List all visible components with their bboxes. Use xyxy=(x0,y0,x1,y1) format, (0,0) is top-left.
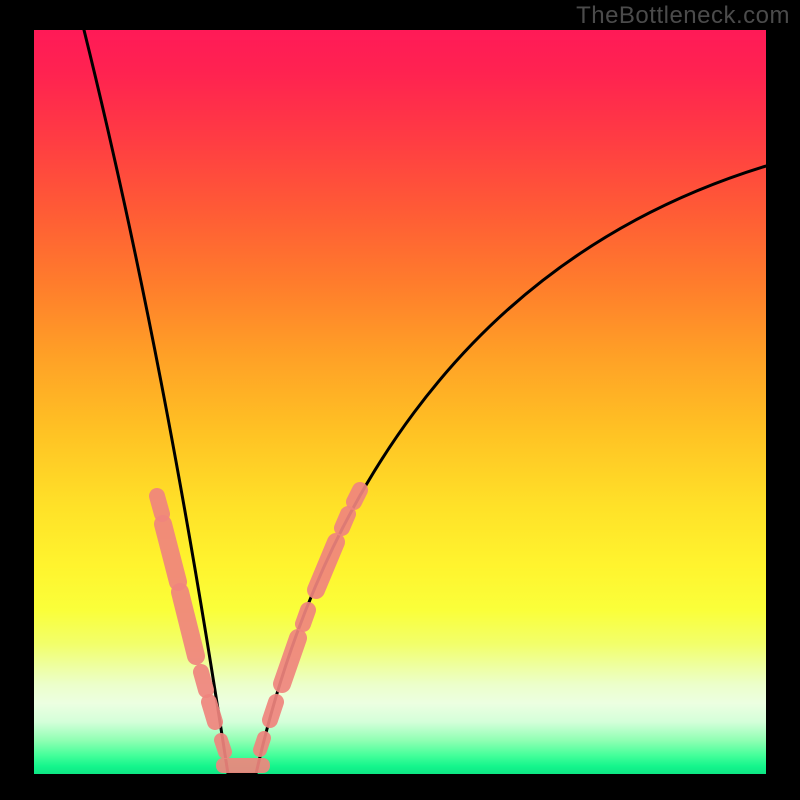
figure-root: TheBottleneck.com xyxy=(0,0,800,800)
watermark-text: TheBottleneck.com xyxy=(576,2,790,30)
marker-capsule xyxy=(180,592,196,656)
marker-capsule xyxy=(270,702,276,720)
marker-capsule xyxy=(354,490,360,502)
marker-capsule xyxy=(282,638,298,684)
marker-capsule xyxy=(157,496,162,514)
marker-capsule xyxy=(221,740,225,752)
marker-bottom-lozenge xyxy=(216,758,270,773)
marker-capsule xyxy=(163,524,178,582)
marker-capsule xyxy=(303,610,308,624)
marker-capsule xyxy=(316,542,336,590)
marker-capsule xyxy=(201,672,206,690)
curve-layer xyxy=(34,30,766,774)
marker-capsule xyxy=(342,514,348,528)
plot-area xyxy=(34,30,766,774)
bottleneck-curve xyxy=(84,30,766,774)
marker-capsule xyxy=(209,702,215,722)
marker-capsule xyxy=(260,738,264,750)
